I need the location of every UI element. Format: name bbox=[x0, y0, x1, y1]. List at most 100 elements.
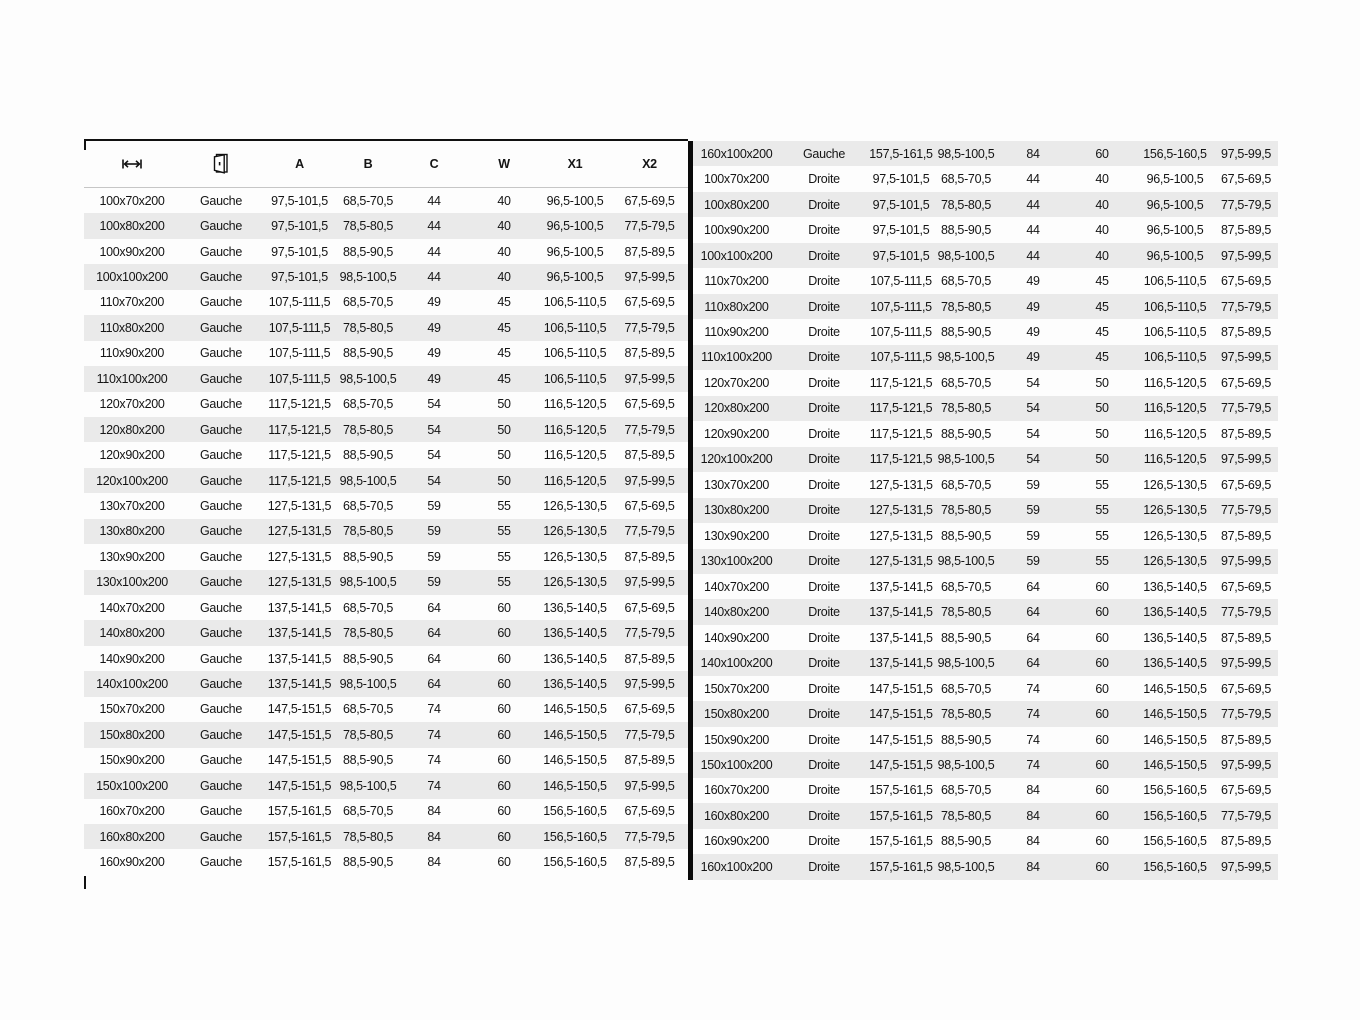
x2-cell: 87,5-89,5 bbox=[624, 855, 675, 870]
a-cell: 157,5-161,5 bbox=[869, 146, 933, 161]
x2-cell: 77,5-79,5 bbox=[1220, 707, 1272, 722]
w-cell: 60 bbox=[497, 829, 511, 844]
a-cell: 97,5-101,5 bbox=[872, 197, 930, 212]
b-cell: 68,5-70,5 bbox=[940, 477, 992, 492]
table-row: 100x100x200 Gauche 97,5-101,5 98,5-100,5 44 4… bbox=[84, 264, 688, 290]
side-cell: Droite bbox=[808, 452, 840, 467]
x1-cell: 126,5-130,5 bbox=[543, 524, 607, 539]
side-cell: Droite bbox=[808, 554, 840, 569]
b-cell: 88,5-90,5 bbox=[342, 244, 394, 259]
side-cell: Gauche bbox=[200, 498, 242, 513]
w-cell: 60 bbox=[1095, 859, 1109, 874]
x1-cell: 126,5-130,5 bbox=[1143, 528, 1207, 543]
x2-cell: 67,5-69,5 bbox=[1220, 274, 1272, 289]
table-row: 150x80x200 Gauche 147,5-151,5 78,5-80,5 74 60… bbox=[84, 722, 688, 748]
side-cell: Droite bbox=[808, 477, 840, 492]
w-cell: 45 bbox=[1095, 274, 1109, 289]
x1-cell: 106,5-110,5 bbox=[543, 371, 607, 386]
c-cell: 84 bbox=[427, 804, 441, 819]
b-cell: 78,5-80,5 bbox=[342, 422, 394, 437]
x2-cell: 97,5-99,5 bbox=[1220, 452, 1272, 467]
c-cell: 54 bbox=[427, 422, 441, 437]
side-cell: Droite bbox=[808, 528, 840, 543]
side-cell: Droite bbox=[808, 375, 840, 390]
column-header-x2: X2 bbox=[642, 157, 657, 171]
size-cell: 110x100x200 bbox=[701, 350, 772, 365]
x1-cell: 156,5-160,5 bbox=[1143, 834, 1207, 849]
size-cell: 150x80x200 bbox=[99, 727, 165, 742]
x1-cell: 116,5-120,5 bbox=[1143, 426, 1207, 441]
a-cell: 117,5-121,5 bbox=[869, 452, 933, 467]
size-cell: 130x80x200 bbox=[703, 503, 770, 518]
x2-cell: 87,5-89,5 bbox=[1220, 426, 1272, 441]
x1-cell: 116,5-120,5 bbox=[543, 473, 607, 488]
x1-cell: 106,5-110,5 bbox=[543, 295, 607, 310]
size-cell: 120x100x200 bbox=[96, 473, 168, 488]
size-cell: 140x100x200 bbox=[96, 677, 168, 692]
x1-cell: 96,5-100,5 bbox=[546, 270, 604, 285]
x1-cell: 96,5-100,5 bbox=[546, 219, 604, 234]
b-cell: 98,5-100,5 bbox=[937, 146, 995, 161]
c-cell: 74 bbox=[1026, 681, 1040, 696]
table-row: 130x100x200 Gauche 127,5-131,5 98,5-100,5 59… bbox=[84, 569, 688, 595]
b-cell: 68,5-70,5 bbox=[342, 193, 394, 208]
side-cell: Gauche bbox=[200, 702, 242, 717]
a-cell: 97,5-101,5 bbox=[872, 248, 930, 263]
side-cell: Gauche bbox=[200, 244, 242, 259]
side-cell: Gauche bbox=[200, 855, 242, 870]
w-cell: 60 bbox=[1095, 605, 1109, 620]
b-cell: 68,5-70,5 bbox=[342, 397, 394, 412]
b-cell: 68,5-70,5 bbox=[940, 375, 992, 390]
side-cell: Gauche bbox=[200, 193, 242, 208]
side-cell: Gauche bbox=[200, 219, 242, 234]
table-row: 160x100x200 Droite 157,5-161,5 98,5-100,5 84… bbox=[693, 854, 1278, 880]
x1-cell: 146,5-150,5 bbox=[1143, 681, 1207, 696]
c-cell: 59 bbox=[427, 549, 441, 564]
w-cell: 60 bbox=[497, 804, 511, 819]
side-cell: Gauche bbox=[200, 295, 242, 310]
c-cell: 84 bbox=[1026, 783, 1040, 798]
x1-cell: 116,5-120,5 bbox=[1143, 452, 1207, 467]
x1-cell: 116,5-120,5 bbox=[1143, 375, 1207, 390]
w-cell: 55 bbox=[497, 498, 511, 513]
x2-cell: 77,5-79,5 bbox=[624, 422, 675, 437]
c-cell: 59 bbox=[1026, 554, 1040, 569]
table-row: 150x100x200 Droite 147,5-151,5 98,5-100,5 74… bbox=[693, 752, 1278, 778]
x1-cell: 156,5-160,5 bbox=[1143, 859, 1207, 874]
size-cell: 140x100x200 bbox=[700, 656, 773, 671]
x1-cell: 156,5-160,5 bbox=[543, 829, 607, 844]
door-column-header bbox=[180, 152, 262, 176]
side-cell: Droite bbox=[808, 299, 840, 314]
side-cell: Gauche bbox=[200, 804, 242, 819]
a-cell: 147,5-151,5 bbox=[869, 707, 933, 722]
frame-corner-tick-bottom bbox=[84, 876, 86, 889]
w-cell: 50 bbox=[1095, 375, 1109, 390]
table-row: 150x90x200 Gauche 147,5-151,5 88,5-90,5 74 60… bbox=[84, 748, 688, 773]
a-cell: 137,5-141,5 bbox=[267, 677, 332, 692]
table-row: 140x90x200 Droite 137,5-141,5 88,5-90,5 64 60… bbox=[693, 625, 1278, 650]
x2-cell: 87,5-89,5 bbox=[1220, 834, 1272, 849]
c-cell: 64 bbox=[427, 626, 441, 641]
x1-cell: 126,5-130,5 bbox=[543, 498, 607, 513]
c-cell: 49 bbox=[427, 320, 441, 335]
x1-cell: 116,5-120,5 bbox=[1143, 401, 1207, 416]
x1-cell: 146,5-150,5 bbox=[1143, 732, 1207, 747]
a-cell: 97,5-101,5 bbox=[271, 219, 328, 234]
x2-cell: 97,5-99,5 bbox=[1220, 757, 1272, 772]
c-cell: 44 bbox=[1026, 223, 1040, 238]
column-header-b: B bbox=[363, 157, 373, 171]
table-row: 110x70x200 Gauche 107,5-111,5 68,5-70,5 49 45… bbox=[84, 290, 688, 315]
w-cell: 60 bbox=[497, 651, 511, 666]
x2-cell: 97,5-99,5 bbox=[624, 778, 675, 793]
size-cell: 110x90x200 bbox=[704, 325, 769, 340]
a-cell: 157,5-161,5 bbox=[267, 804, 332, 819]
c-cell: 54 bbox=[427, 397, 441, 412]
a-cell: 117,5-121,5 bbox=[869, 375, 933, 390]
x1-cell: 156,5-160,5 bbox=[543, 804, 607, 819]
size-cell: 130x100x200 bbox=[700, 554, 773, 569]
b-cell: 78,5-80,5 bbox=[342, 829, 394, 844]
b-cell: 88,5-90,5 bbox=[342, 855, 394, 870]
x1-cell: 136,5-140,5 bbox=[543, 677, 607, 692]
a-cell: 97,5-101,5 bbox=[872, 223, 930, 238]
x2-cell: 87,5-89,5 bbox=[1220, 732, 1272, 747]
